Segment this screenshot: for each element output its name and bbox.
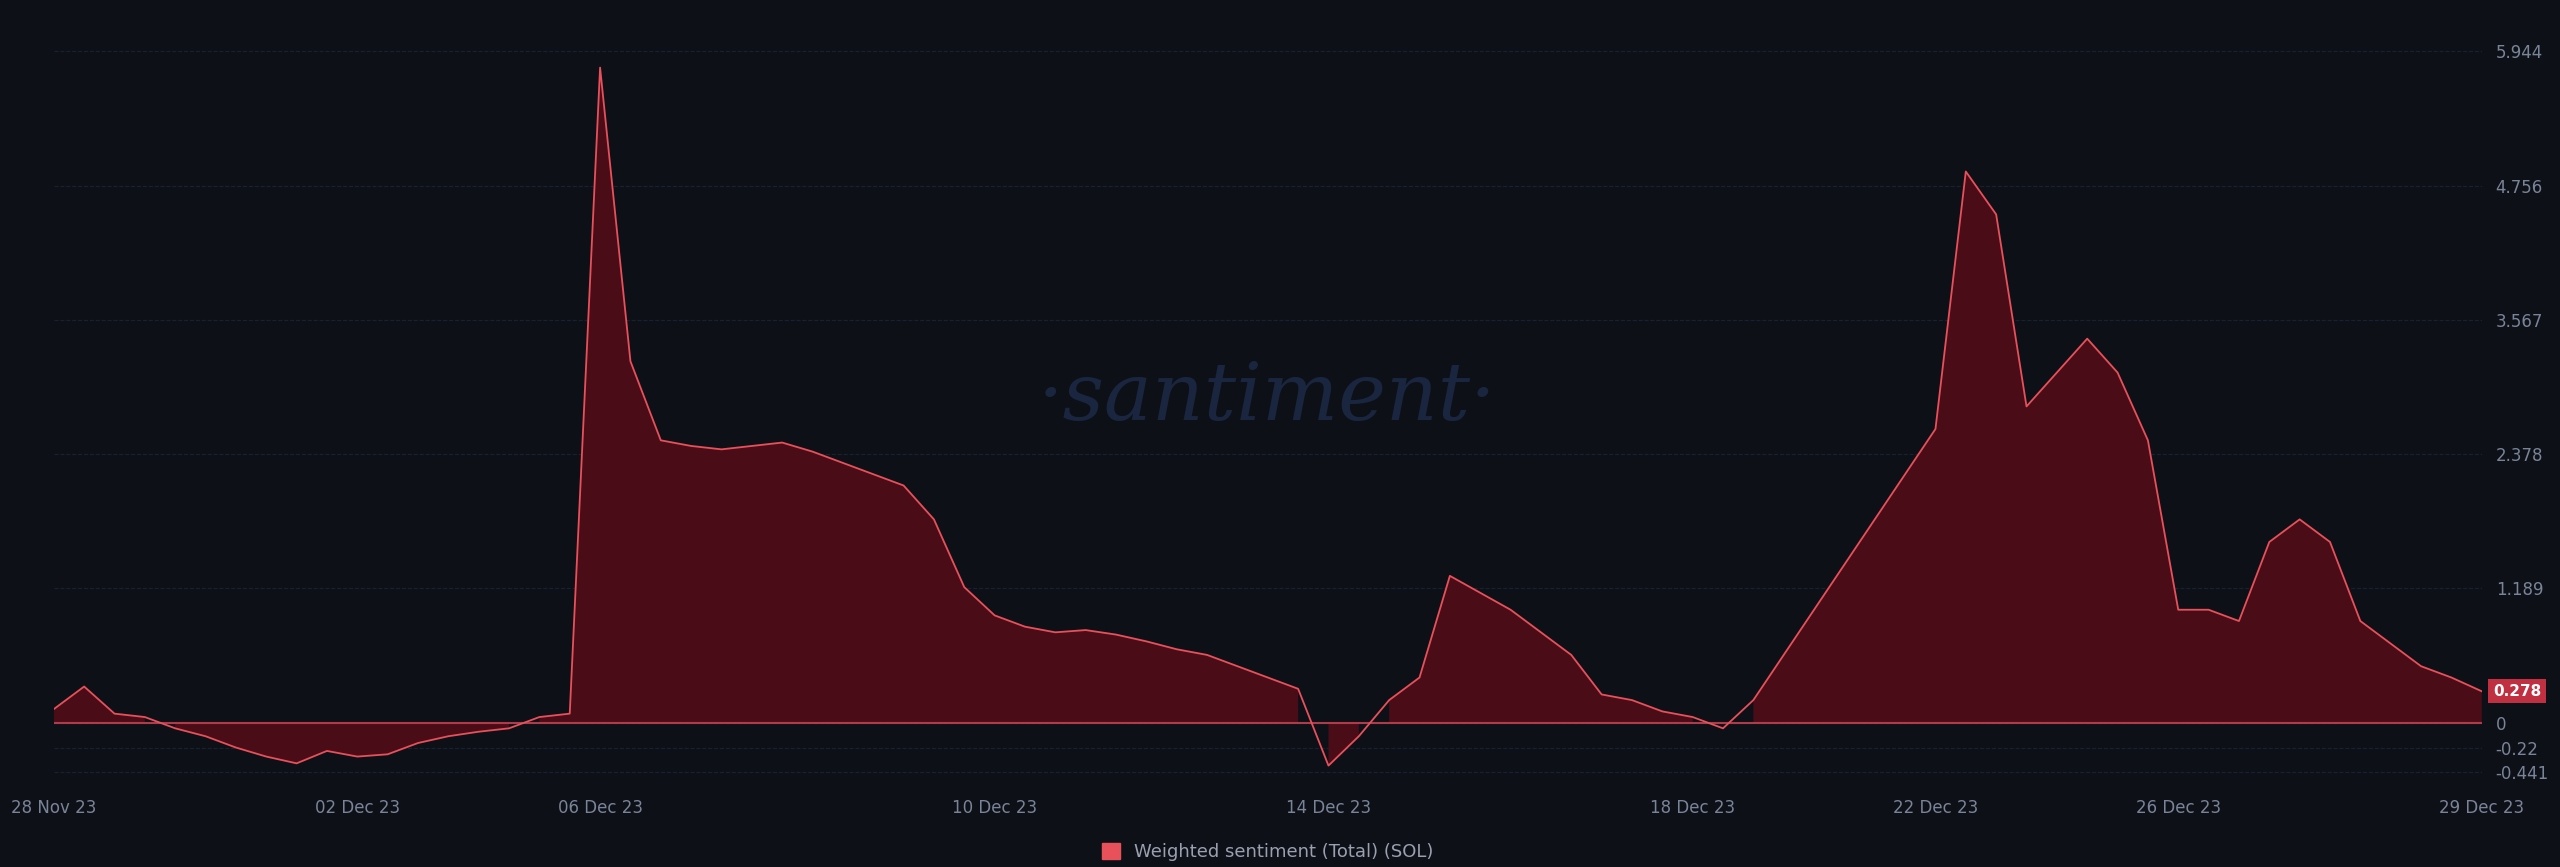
- Text: ·santiment·: ·santiment·: [1039, 359, 1498, 437]
- Legend: Weighted sentiment (Total) (SOL): Weighted sentiment (Total) (SOL): [1096, 836, 1441, 867]
- Text: 0.278: 0.278: [2493, 684, 2542, 699]
